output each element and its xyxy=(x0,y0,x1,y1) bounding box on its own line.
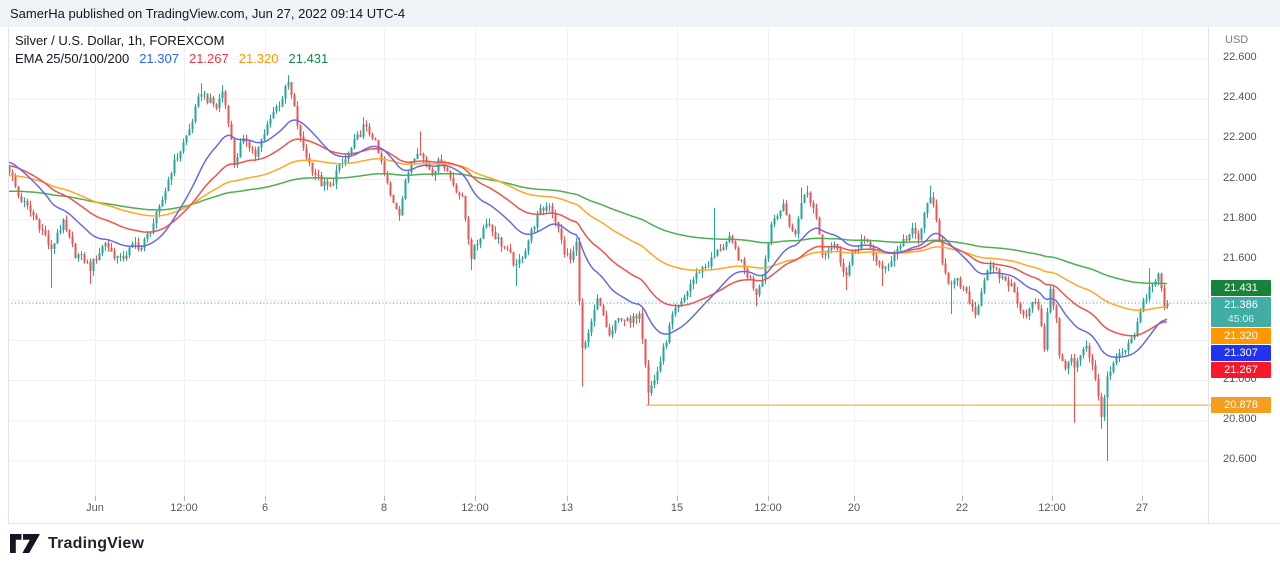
price-axis-currency: USD xyxy=(1225,34,1248,46)
ema-legend-values: 21.307 21.267 21.320 21.431 xyxy=(139,51,328,66)
time-axis-label: 12:00 xyxy=(1022,502,1082,514)
ema-legend-label: EMA 25/50/100/200 xyxy=(15,51,129,66)
ema-25-value: 21.307 xyxy=(139,51,179,66)
price-badge: 21.267 xyxy=(1211,362,1271,378)
price-badge: 21.307 xyxy=(1211,345,1271,361)
time-axis-label: 6 xyxy=(235,502,295,514)
time-axis-label: 12:00 xyxy=(738,502,798,514)
footer: TradingView xyxy=(0,524,1280,563)
time-axis-label: 20 xyxy=(824,502,884,514)
price-axis-label: 21.800 xyxy=(1223,212,1277,224)
price-axis-label: 20.600 xyxy=(1223,453,1277,465)
time-axis-label: 15 xyxy=(647,502,707,514)
time-axis-label: 27 xyxy=(1112,502,1172,514)
price-axis-label: 22.600 xyxy=(1223,51,1277,63)
time-axis-label: 22 xyxy=(932,502,992,514)
publish-header: SamerHa published on TradingView.com, Ju… xyxy=(0,0,1280,27)
time-axis-label: 12:00 xyxy=(445,502,505,514)
footer-brand[interactable]: TradingView xyxy=(48,535,144,553)
time-axis-label: 13 xyxy=(537,502,597,514)
ema-100-line xyxy=(9,159,1167,310)
price-axis-label: 20.800 xyxy=(1223,413,1277,425)
price-badge: 21.320 xyxy=(1211,328,1271,344)
price-badge: 21.431 xyxy=(1211,280,1271,296)
publish-header-text: SamerHa published on TradingView.com, Ju… xyxy=(10,6,405,21)
level-price-badge: 20.878 xyxy=(1211,397,1271,413)
price-axis-label: 22.000 xyxy=(1223,172,1277,184)
price-axis-label: 21.600 xyxy=(1223,252,1277,264)
time-axis-label: Jun xyxy=(65,502,125,514)
tradingview-snapshot: SamerHa published on TradingView.com, Ju… xyxy=(0,0,1280,563)
ema-legend: EMA 25/50/100/200 21.307 21.267 21.320 21.4… xyxy=(15,51,328,66)
current-price-badge: 21.38645:06 xyxy=(1211,297,1271,327)
tradingview-logo-icon[interactable] xyxy=(10,534,40,553)
current-price-value: 21.386 xyxy=(1211,297,1271,313)
chart-title: Silver / U.S. Dollar, 1h, FOREXCOM xyxy=(15,33,225,48)
ema-50-value: 21.267 xyxy=(189,51,229,66)
ema-200-value: 21.431 xyxy=(289,51,329,66)
ema-100-value: 21.320 xyxy=(239,51,279,66)
candlestick-chart[interactable] xyxy=(0,28,1280,524)
time-axis-label: 8 xyxy=(354,502,414,514)
ema-50-line xyxy=(9,139,1167,336)
price-axis-label: 22.400 xyxy=(1223,91,1277,103)
time-axis-label: 12:00 xyxy=(154,502,214,514)
price-axis-label: 22.200 xyxy=(1223,131,1277,143)
bar-countdown: 45:06 xyxy=(1211,313,1271,326)
